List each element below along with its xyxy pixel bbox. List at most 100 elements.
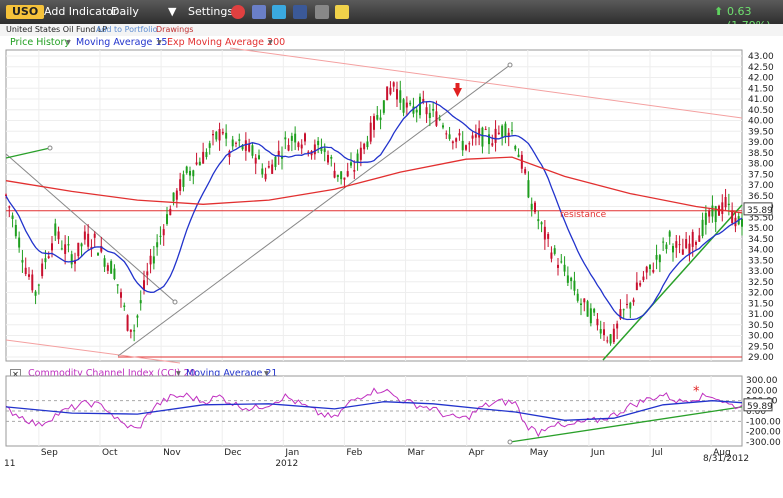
candle-body [425, 107, 428, 115]
candle-body [649, 264, 651, 270]
candle-body [432, 108, 435, 111]
candle-body [517, 154, 520, 158]
candle-body [41, 263, 44, 277]
candle-body [596, 318, 599, 326]
chevron-down-icon[interactable]: ▾ [157, 37, 162, 48]
candle-body [336, 174, 339, 177]
twitter-icon[interactable] [272, 5, 286, 19]
add-indicator-button[interactable]: Add Indicator [44, 5, 118, 18]
candle-body [451, 141, 454, 144]
candle-body [192, 170, 195, 177]
facebook-icon[interactable] [293, 5, 307, 19]
annotations: resistance 35.89 * 59.89 [453, 83, 773, 412]
candle-body [557, 264, 559, 268]
candle-body [520, 154, 523, 169]
candle-body [221, 131, 224, 134]
candle-body [152, 256, 155, 264]
price-tick-label: 32.50 [748, 278, 774, 288]
legend-ma15[interactable]: Moving Average 15 [76, 37, 168, 48]
print-icon[interactable] [315, 5, 329, 19]
candle-body [31, 274, 34, 291]
chevron-down-icon[interactable]: ▾ [66, 37, 71, 48]
chevron-down-icon[interactable]: ▾ [264, 368, 269, 379]
alert-icon[interactable] [231, 5, 245, 19]
candle-body [698, 235, 701, 242]
trendline-handle [507, 62, 513, 68]
candle-body [619, 309, 622, 319]
chevron-down-icon[interactable]: ▾ [268, 37, 273, 48]
ticker-symbol[interactable]: USO [6, 5, 45, 19]
candle-body [501, 125, 504, 137]
candle-body [261, 168, 264, 175]
price-axis: 43.0042.5042.0041.5041.0040.5040.0039.50… [748, 52, 774, 363]
month-label: Mar [408, 448, 425, 458]
month-label: Sep [41, 448, 58, 458]
settings-button[interactable]: Settings [188, 5, 234, 18]
instrument-name: United States Oil Fund LP [6, 25, 108, 34]
candle-body [166, 214, 168, 224]
candle-body [681, 249, 684, 255]
month-label: Jun [590, 448, 605, 458]
price-panel [5, 49, 743, 362]
price-tick-label: 35.50 [748, 213, 774, 223]
share-icon[interactable] [252, 5, 266, 19]
candle-body [392, 82, 395, 87]
month-label: Oct [102, 448, 118, 458]
candle-body [11, 215, 14, 219]
candle-body [491, 143, 494, 146]
candle-body [353, 170, 356, 172]
candle-body [553, 248, 556, 254]
candle-body [139, 300, 142, 304]
note-icon[interactable] [335, 5, 349, 19]
candle-body [356, 153, 359, 163]
candle-body [350, 162, 352, 166]
month-label: Nov [163, 448, 181, 458]
candle-body [612, 328, 615, 343]
candle-body [382, 100, 385, 113]
cci-axis: 300.00200.00100.000.00-100.00-200.00-300… [746, 376, 781, 448]
candle-body [616, 323, 619, 329]
candle-body [106, 265, 109, 271]
instrument-bar: United States Oil Fund LP Add to Portfol… [0, 24, 783, 36]
candle-body [428, 112, 431, 119]
candle-body [589, 308, 592, 324]
month-label: Jul [651, 448, 663, 458]
candle-body [317, 140, 320, 146]
candle-body [685, 239, 688, 249]
candle-body [359, 147, 362, 160]
candle-body [672, 245, 674, 253]
candle-body [83, 231, 86, 240]
add-portfolio-link[interactable]: Add to Portfolio [96, 25, 158, 34]
green-support-line [602, 204, 743, 361]
chevron-down-icon[interactable]: ▼ [168, 5, 177, 18]
year-label: 2012 [275, 459, 298, 469]
candle-body [507, 132, 510, 137]
candle-body [271, 164, 274, 174]
candle-body [120, 292, 122, 298]
candle-body [511, 130, 513, 132]
legend-ema200[interactable]: Exp Moving Average 200 [167, 37, 286, 48]
candle-body [658, 255, 661, 263]
trendline-handle [507, 439, 513, 445]
candle-body [44, 258, 47, 263]
candle-body [225, 132, 228, 139]
drawings-link[interactable]: Drawings [156, 25, 194, 34]
candle-body [8, 206, 11, 208]
price-tick-label: 38.00 [748, 160, 774, 170]
candle-body [67, 244, 70, 246]
candle-body [652, 269, 655, 273]
legend-cci[interactable]: Commodity Channel Index (CCI) 20 [28, 368, 196, 379]
legend-price-history[interactable]: Price History [10, 37, 70, 48]
candle-body [718, 205, 720, 216]
candle-body [563, 264, 566, 272]
chevron-down-icon[interactable]: ▾ [176, 368, 181, 379]
candles [5, 80, 743, 346]
candle-body [215, 131, 218, 140]
candle-body [313, 144, 316, 155]
candle-body [626, 303, 628, 305]
candle-body [64, 244, 67, 254]
legend-ma21[interactable]: Moving Average 21 [186, 368, 278, 379]
candle-body [609, 334, 612, 344]
period-select[interactable]: Daily [111, 5, 139, 18]
